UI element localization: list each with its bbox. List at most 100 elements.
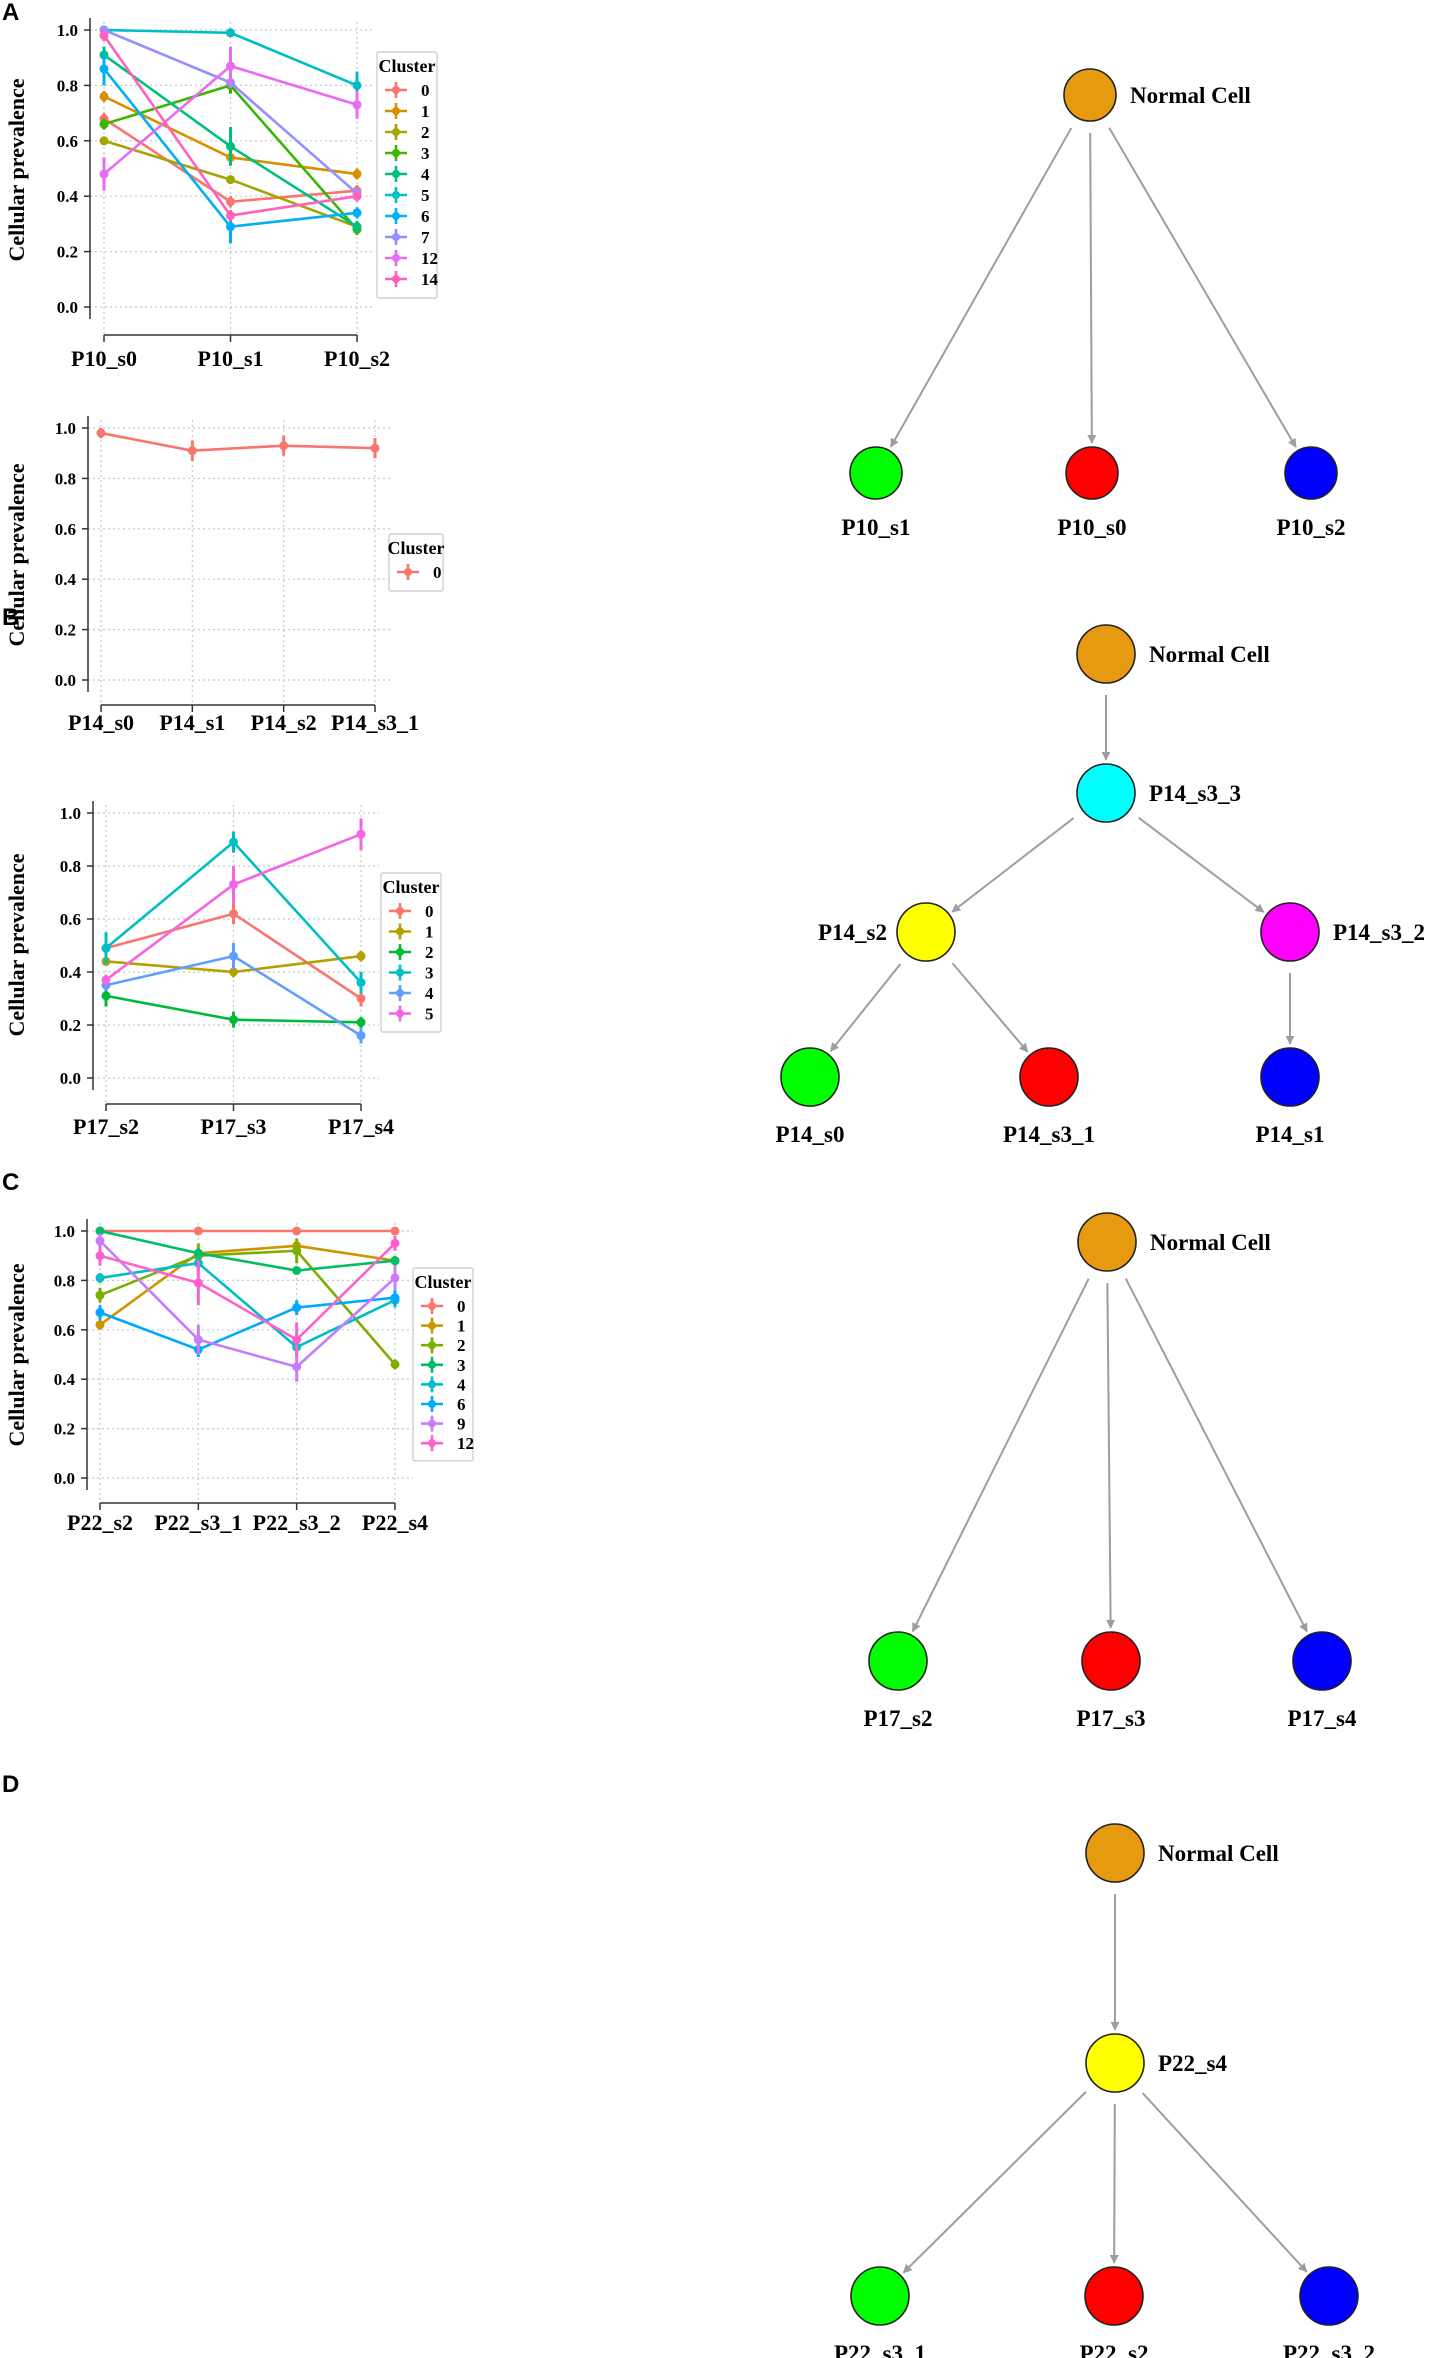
tree-node-circle [1284, 446, 1338, 500]
series-line [99, 1249, 396, 1366]
tree-node-label: P14_s2 [818, 920, 887, 945]
tree-node-p22-s4: P22_s4 [1085, 2033, 1228, 2093]
legend-label: 2 [425, 943, 434, 962]
data-point [279, 441, 289, 451]
data-point [226, 61, 235, 71]
tree-edge [1141, 2092, 1308, 2273]
legend-title: Cluster [415, 1272, 472, 1292]
data-point [193, 1278, 203, 1288]
data-point [226, 175, 235, 185]
y-tick-label: 0.0 [57, 298, 78, 317]
y-tick-label: 0.2 [60, 1016, 81, 1035]
tree-node-p10-s1: P10_s1 [842, 446, 911, 540]
y-tick-label: 0.2 [57, 243, 78, 262]
tree-node-circle [1019, 1047, 1079, 1107]
legend-key-point [396, 968, 404, 977]
y-tick-label: 0.4 [54, 1370, 76, 1389]
tree-edge [1109, 2103, 1119, 2264]
tree-node-label: P14_s3_2 [1333, 920, 1425, 945]
y-tick-label: 0.4 [55, 570, 77, 589]
tree-panel-c: Normal Cell P17_s2 P17_s3 P17_s4 [864, 1212, 1358, 1731]
data-point [229, 909, 238, 919]
legend-label: 2 [421, 123, 430, 142]
legend-key-point [392, 107, 400, 115]
tree-node-label: Normal Cell [1150, 1230, 1271, 1255]
data-point [292, 1246, 302, 1256]
legend-key-point [428, 1321, 436, 1330]
data-point [390, 1293, 400, 1303]
chart-panel-d: 0.0 0.2 0.4 0.6 0.8 1.0 P22_s2 P22_s3_1 P22_s3_2… [4, 1219, 474, 1535]
legend-key-point [428, 1439, 436, 1448]
legend-label: 12 [457, 1434, 474, 1453]
tree-node-circle [1084, 2266, 1144, 2326]
tree-edge [911, 1278, 1090, 1633]
data-point [390, 1359, 400, 1369]
x-tick-label: P10_s2 [324, 346, 390, 371]
series-line [99, 1239, 396, 1369]
data-point [352, 222, 362, 232]
data-point [226, 141, 235, 151]
legend-title: Cluster [383, 877, 440, 897]
chart-panel-a: 0.0 0.2 0.4 0.6 0.8 1.0 P10_s0 P10_s1 P10_s2 Cell… [4, 18, 439, 371]
legend-key-point [428, 1419, 436, 1428]
legend-key-point [392, 170, 400, 178]
legend-label: 3 [457, 1356, 466, 1375]
legend-label: 5 [425, 1005, 434, 1024]
tree-panel-a: Normal Cell P10_s1 P10_s0 P10_s2 [842, 68, 1346, 540]
tree-node-normal-cell: Normal Cell [1063, 68, 1251, 122]
x-tick-label: P22_s4 [362, 1510, 428, 1535]
line-charts: 0.0 0.2 0.4 0.6 0.8 1.0 P10_s0 P10_s1 P10_s2 Cell… [4, 18, 474, 1535]
x-tick-label: P22_s3_1 [154, 1510, 242, 1535]
tree-edge [889, 127, 1073, 448]
legend-label: 0 [433, 563, 442, 582]
tree-node-circle [1076, 624, 1136, 684]
series-3 [95, 1226, 400, 1276]
legend-label: 4 [421, 165, 430, 184]
data-point [356, 978, 366, 988]
tree-node-p22-s2: P22_s2 [1080, 2266, 1149, 2358]
y-tick-label: 0.6 [54, 1321, 75, 1340]
data-point [95, 1273, 105, 1283]
y-tick-label: 0.0 [54, 1469, 75, 1488]
legend-title: Cluster [388, 538, 445, 558]
legend-key-point [428, 1360, 436, 1369]
data-point [95, 1308, 105, 1318]
legend-label: 2 [457, 1336, 466, 1355]
y-tick-label: 0.2 [55, 621, 76, 640]
tree-node-circle [1260, 902, 1320, 962]
tree-node-p22-s3-1: P22_s3_1 [834, 2266, 926, 2358]
data-point [193, 1248, 203, 1258]
y-tick-label: 0.6 [57, 132, 78, 151]
data-point [352, 191, 362, 201]
tree-node-label: P22_s3_1 [834, 2341, 926, 2358]
tree-node-p14-s3-2: P14_s3_2 [1260, 902, 1425, 962]
tree-node-label: P14_s0 [776, 1122, 845, 1147]
legend-label: 3 [425, 964, 434, 983]
data-point [370, 443, 380, 453]
legend-key-point [392, 128, 400, 136]
data-point [390, 1226, 400, 1236]
tree-node-label: Normal Cell [1130, 83, 1251, 108]
tree-edge [1106, 1282, 1116, 1629]
y-tick-label: 0.8 [57, 76, 78, 95]
legend-key-point [396, 1009, 404, 1018]
tree-node-p17-s2: P17_s2 [864, 1631, 933, 1731]
legend-key-point [396, 927, 404, 936]
legend-label: 4 [457, 1375, 466, 1394]
legend: Cluster 0 12 34 5 [380, 872, 442, 1033]
legend-key-point [392, 86, 400, 94]
x-tick-label: P22_s3_2 [253, 1510, 341, 1535]
tree-panel-b: Normal Cell P14_s3_3 P14_s2 P14_s3_2 P14_s0 P… [776, 624, 1425, 1147]
tree-node-label: P17_s4 [1288, 1706, 1358, 1731]
tree-node-circle [1299, 2266, 1359, 2326]
data-point [95, 1236, 105, 1246]
series-14 [99, 30, 362, 222]
series-line [99, 1229, 396, 1272]
y-axis-label: Cellular prevalence [4, 853, 29, 1036]
tree-node-label: P22_s2 [1080, 2341, 1149, 2358]
data-point [356, 951, 366, 961]
tree-edge [951, 817, 1075, 913]
x-tick-label: P14_s3_1 [331, 710, 419, 735]
